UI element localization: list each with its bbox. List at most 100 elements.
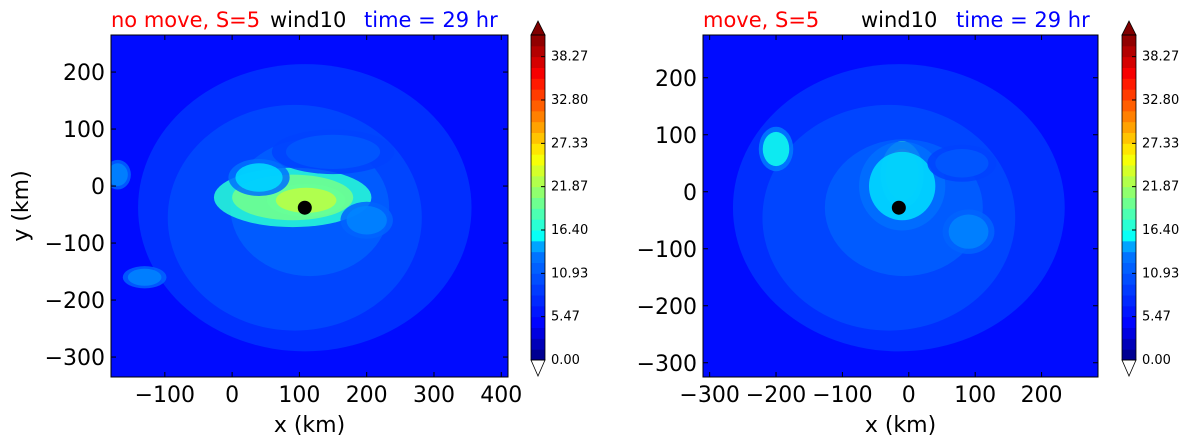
x-tick-label: −100	[812, 383, 872, 408]
colorbar-band	[531, 132, 545, 144]
y-tick-label: 100	[63, 118, 105, 143]
y-tick-label: −200	[637, 295, 697, 320]
field-contour	[346, 206, 387, 235]
colorbar-band	[531, 100, 545, 112]
field-contour	[285, 134, 381, 169]
colorbar-band	[1122, 165, 1136, 177]
colorbar-band	[1122, 349, 1136, 361]
x-tick-label: 0	[902, 383, 916, 408]
colorbar-band	[1122, 251, 1136, 263]
colorbar-band	[1122, 78, 1136, 90]
colorbar-extend-min	[530, 359, 546, 377]
title-part: move, S=5	[703, 8, 819, 32]
colorbar-band	[1122, 35, 1136, 47]
x-tick-label: 100	[278, 383, 320, 408]
y-tick-label: −200	[45, 289, 105, 314]
colorbar-band	[1122, 175, 1136, 188]
colorbar-tick-label: 5.47	[1142, 310, 1171, 325]
colorbar-band	[531, 45, 545, 58]
colorbar-band	[531, 240, 545, 253]
field-contour	[948, 214, 989, 249]
x-tick-label: 100	[954, 383, 996, 408]
colorbar-band	[531, 56, 545, 68]
x-tick-label: 0	[225, 383, 239, 408]
colorbar-band	[531, 154, 545, 166]
y-tick-label: −300	[45, 346, 105, 371]
colorbar-band	[1122, 316, 1136, 328]
colorbar-tick-label: 10.93	[1142, 266, 1179, 281]
colorbar-band	[1122, 338, 1136, 350]
field-contour	[935, 149, 989, 178]
axes-frame	[110, 34, 509, 378]
colorbar-band	[531, 121, 545, 133]
colorbar-tick-label: 38.27	[551, 50, 588, 65]
colorbar-band	[531, 295, 545, 307]
colorbar-band	[1122, 327, 1136, 339]
colorbar-band	[1122, 154, 1136, 166]
x-tick-label: −300	[679, 383, 739, 408]
title-part: no move, S=5	[111, 8, 260, 32]
x-axis-label: x (km)	[274, 413, 345, 438]
colorbar-band	[1122, 67, 1136, 79]
colorbar-band	[1122, 45, 1136, 58]
colorbar-band	[1122, 143, 1136, 155]
field-contour	[127, 268, 162, 286]
x-tick-label: 400	[480, 383, 522, 408]
y-tick-label: 200	[63, 61, 105, 86]
colorbar-extend-max	[1121, 20, 1137, 36]
colorbar-band	[531, 35, 545, 47]
colorbar-band	[531, 316, 545, 328]
colorbar-tick-label: 21.87	[551, 180, 588, 195]
colorbar-tick-label: 16.40	[551, 223, 588, 238]
colorbar-band	[531, 78, 545, 90]
colorbar-band	[1122, 262, 1136, 274]
x-tick-label: 200	[1021, 383, 1063, 408]
axes-frame	[702, 34, 1099, 378]
colorbar-band	[531, 219, 545, 231]
title-part: wind10	[861, 8, 937, 32]
colorbar-tick-label: 16.40	[1142, 223, 1179, 238]
field-contour	[762, 131, 790, 167]
colorbar-tick-label: 27.33	[551, 136, 588, 151]
title-part: time = 29 hr	[956, 8, 1090, 32]
colorbar-band	[1122, 132, 1136, 144]
colorbar-band	[1122, 186, 1136, 198]
y-axis-label: y (km)	[9, 170, 34, 241]
colorbar-frame	[530, 34, 546, 361]
colorbar-band	[531, 273, 545, 285]
colorbar-band	[1122, 100, 1136, 112]
y-tick-label: 0	[683, 181, 697, 206]
colorbar-tick-label: 32.80	[1142, 93, 1179, 108]
colorbar-band	[531, 197, 545, 209]
colorbar-tick-label: 5.47	[551, 310, 580, 325]
title-part: wind10	[270, 8, 346, 32]
colorbar-tick-label: 21.87	[1142, 180, 1179, 195]
x-tick-label: −200	[746, 383, 806, 408]
colorbar-band	[531, 143, 545, 155]
y-tick-label: 200	[655, 67, 697, 92]
x-tick-label: −100	[135, 383, 195, 408]
colorbar-band	[1122, 230, 1136, 242]
colorbar-band	[531, 175, 545, 188]
colorbar-tick-label: 0.00	[551, 353, 580, 368]
field-contour	[111, 163, 128, 187]
colorbar: 0.00 5.47 10.93 16.40 21.87 27.33 32.80 38.27	[1121, 20, 1179, 377]
colorbar-band	[1122, 197, 1136, 209]
y-tick-label: −300	[637, 352, 697, 377]
colorbar-tick-label: 10.93	[551, 266, 588, 281]
x-tick-label: 200	[346, 383, 388, 408]
colorbar-band	[1122, 121, 1136, 133]
colorbar-band	[1122, 240, 1136, 253]
colorbar-band	[531, 338, 545, 350]
colorbar-band	[1122, 110, 1136, 123]
colorbar-band	[531, 89, 545, 101]
colorbar-band	[531, 67, 545, 79]
colorbar-tick-label: 0.00	[1142, 353, 1171, 368]
chart-panel-2: −300 −200 −100 0 100 200−300−200−1000100200x …	[637, 8, 1180, 438]
colorbar-band	[531, 251, 545, 263]
x-axis-label: x (km)	[865, 413, 936, 438]
colorbar: 0.00 5.47 10.93 16.40 21.87 27.33 32.80 38.27	[530, 20, 588, 377]
colorbar-band	[531, 327, 545, 339]
colorbar-band	[531, 110, 545, 123]
